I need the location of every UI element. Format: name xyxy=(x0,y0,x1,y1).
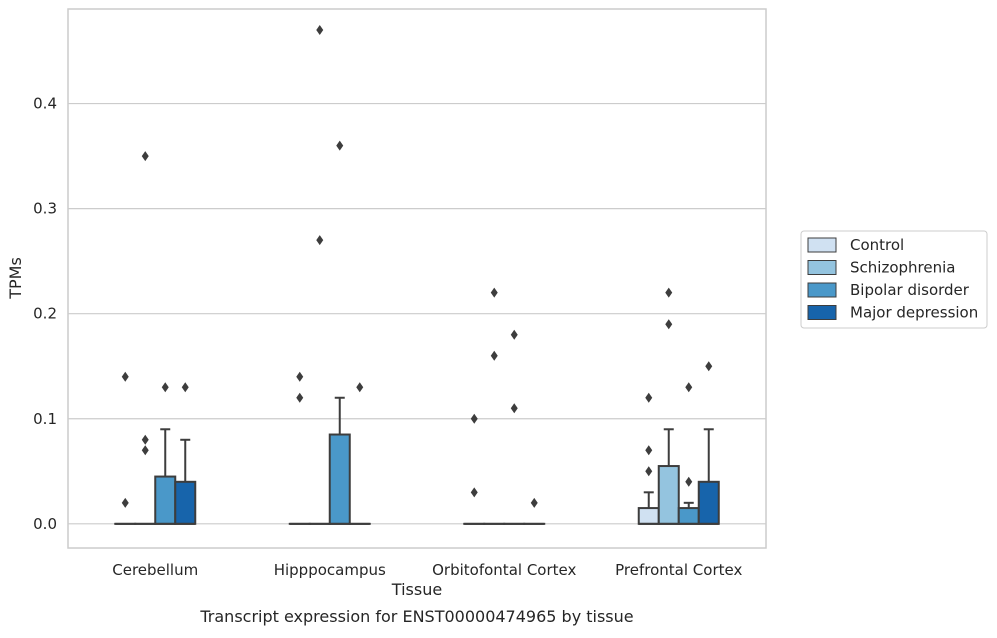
box-0-1 xyxy=(135,151,155,524)
outlier-point xyxy=(296,372,303,382)
box-3-1 xyxy=(659,288,679,524)
box-2-2 xyxy=(504,330,524,524)
box-2-3 xyxy=(524,498,544,524)
x-tick-label: Cerebellum xyxy=(112,561,198,579)
outlier-point xyxy=(471,414,478,424)
box-body xyxy=(155,477,175,524)
boxes xyxy=(115,25,719,524)
outlier-point xyxy=(685,382,692,392)
outlier-point xyxy=(511,403,518,413)
box-body xyxy=(679,508,699,524)
outlier-point xyxy=(182,382,189,392)
x-axis-label: Tissue xyxy=(391,580,442,599)
box-0-0 xyxy=(115,372,135,524)
outlier-point xyxy=(122,498,129,508)
outlier-point xyxy=(665,319,672,329)
outlier-point xyxy=(162,382,169,392)
box-body xyxy=(659,466,679,524)
outlier-point xyxy=(491,288,498,298)
y-tick-label: 0.4 xyxy=(33,95,57,113)
outlier-point xyxy=(122,372,129,382)
box-body xyxy=(699,482,719,524)
box-3-2 xyxy=(679,382,699,524)
y-tick-label: 0.0 xyxy=(33,515,57,533)
box-0-3 xyxy=(175,382,195,524)
box-2-1 xyxy=(484,288,504,524)
y-axis-ticks: 0.0 0.1 0.2 0.3 0.4 xyxy=(33,95,57,533)
outlier-point xyxy=(645,445,652,455)
box-1-1 xyxy=(310,25,330,524)
y-tick-label: 0.1 xyxy=(33,410,57,428)
outlier-point xyxy=(645,393,652,403)
legend-swatch xyxy=(808,283,836,297)
legend-label: Schizophrenia xyxy=(850,259,955,277)
x-tick-label: Hipppocampus xyxy=(274,561,386,579)
outlier-point xyxy=(142,151,149,161)
outlier-point xyxy=(471,487,478,497)
box-3-0 xyxy=(639,393,659,524)
box-3-3 xyxy=(699,361,719,524)
outlier-point xyxy=(316,235,323,245)
gridlines xyxy=(68,104,766,524)
box-1-2 xyxy=(330,141,350,524)
outlier-point xyxy=(511,330,518,340)
outlier-point xyxy=(665,288,672,298)
outlier-point xyxy=(142,445,149,455)
outlier-point xyxy=(316,25,323,35)
y-tick-label: 0.3 xyxy=(33,200,57,218)
legend-swatch xyxy=(808,306,836,320)
outlier-point xyxy=(491,351,498,361)
x-axis-ticks: Cerebellum Hipppocampus Orbitofontal Corte… xyxy=(112,561,742,579)
box-1-3 xyxy=(350,382,370,524)
legend: Control Schizophrenia Bipolar disorder Majo… xyxy=(801,231,987,328)
box-body xyxy=(639,508,659,524)
legend-swatch xyxy=(808,238,836,252)
y-tick-label: 0.2 xyxy=(33,305,57,323)
box-body xyxy=(175,482,195,524)
chart-caption: Transcript expression for ENST0000047496… xyxy=(199,607,633,626)
outlier-point xyxy=(142,435,149,445)
outlier-point xyxy=(296,393,303,403)
legend-swatch xyxy=(808,261,836,275)
box-0-2 xyxy=(155,382,175,524)
outlier-point xyxy=(685,477,692,487)
y-axis-label: TPMs xyxy=(6,257,25,300)
outlier-point xyxy=(356,382,363,392)
box-1-0 xyxy=(290,372,310,524)
x-tick-label: Prefrontal Cortex xyxy=(615,561,742,579)
legend-label: Bipolar disorder xyxy=(850,281,970,299)
outlier-point xyxy=(705,361,712,371)
box-2-0 xyxy=(464,414,484,524)
outlier-point xyxy=(531,498,538,508)
legend-label: Major depression xyxy=(850,304,978,322)
x-tick-label: Orbitofontal Cortex xyxy=(432,561,576,579)
outlier-point xyxy=(645,466,652,476)
outlier-point xyxy=(336,141,343,151)
legend-label: Control xyxy=(850,236,904,254)
box-body xyxy=(330,435,350,524)
